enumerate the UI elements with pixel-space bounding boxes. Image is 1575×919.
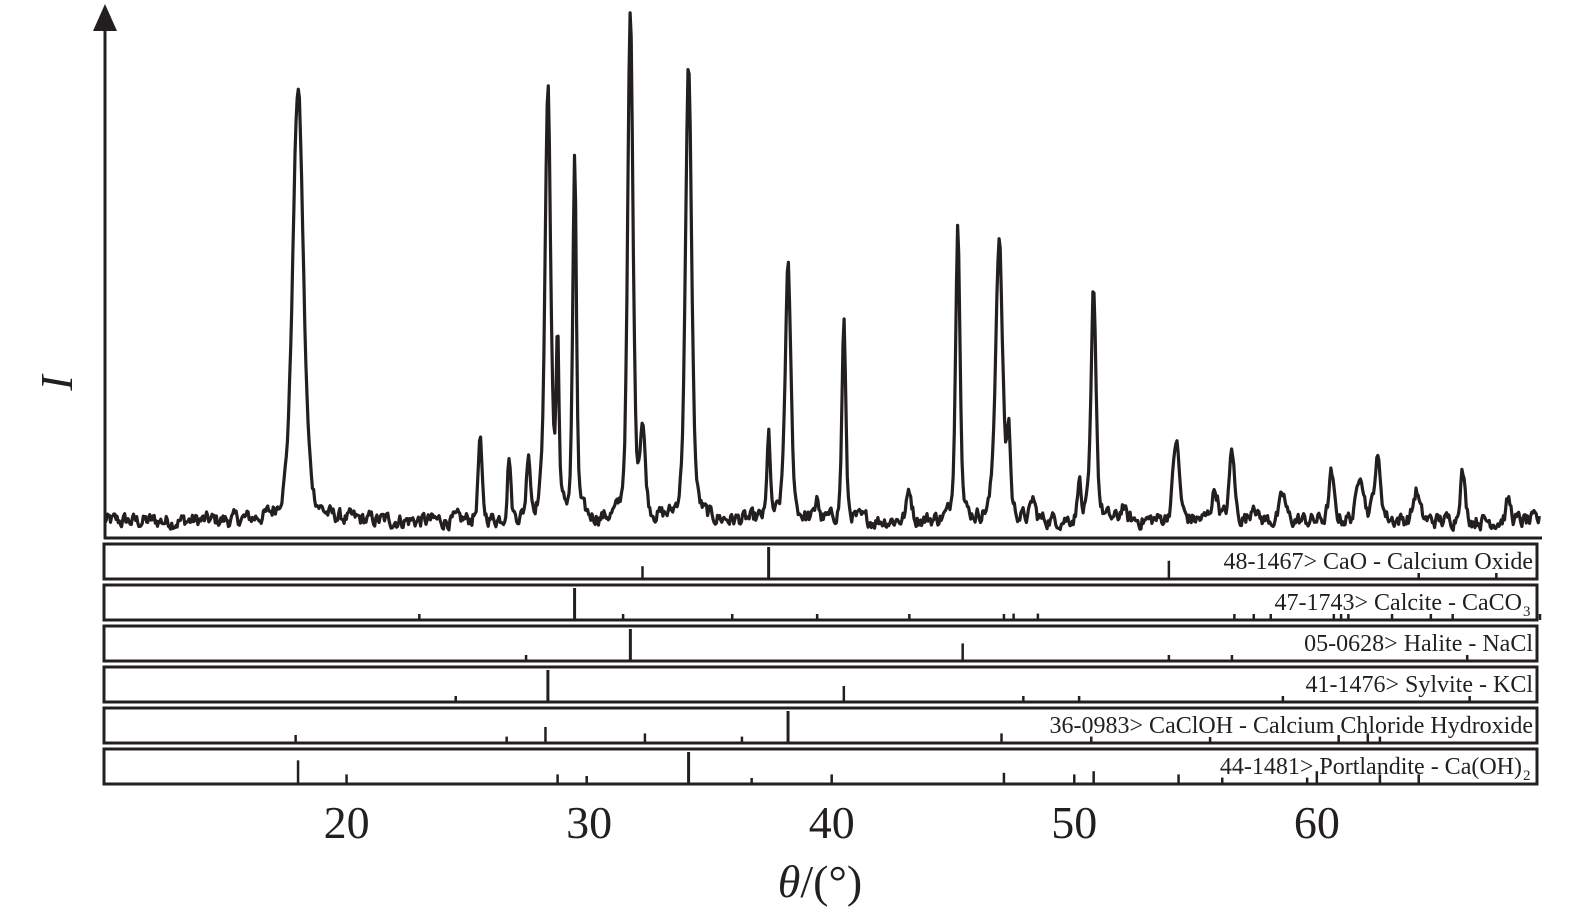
reference-panel-frame <box>102 665 1539 704</box>
reference-panel-frame <box>102 542 1539 581</box>
reference-panel: 47-1743> Calcite - CaCO 3 <box>102 583 1542 622</box>
reference-panel-frame <box>102 747 1539 786</box>
x-axis-label-unit: /(°) <box>800 856 862 907</box>
x-tick-label: 20 <box>324 797 370 848</box>
reference-panel: 36-0983> CaClOH - Calcium Chloride Hydro… <box>102 706 1539 745</box>
y-axis-label: I <box>31 373 82 392</box>
reference-panel: 41-1476> Sylvite - KCl <box>102 665 1539 704</box>
x-axis-label-variable: θ <box>778 856 801 907</box>
reference-panel-frame <box>102 583 1539 622</box>
reference-panel-label-subscript: 3 <box>1523 604 1531 620</box>
diffraction-pattern-line <box>104 11 1541 532</box>
reference-panel-label: 36-0983> CaClOH - Calcium Chloride Hydro… <box>1050 713 1533 739</box>
reference-panel: 44-1481> Portlandite - Ca(OH) 2 <box>102 747 1539 786</box>
reference-panel-label: 41-1476> Sylvite - KCl <box>1305 672 1533 698</box>
reference-panels: 48-1467> CaO - Calcium Oxide 47-1743> Cal… <box>102 542 1542 786</box>
y-axis-arrow-icon <box>93 4 117 31</box>
x-tick-labels: 20 30 40 50 60 <box>324 797 1340 848</box>
reference-panel-label: 47-1743> Calcite - CaCO <box>1275 590 1523 616</box>
reference-panel-label: 05-0628> Halite - NaCl <box>1304 631 1533 657</box>
reference-panel: 05-0628> Halite - NaCl <box>102 624 1539 663</box>
reference-panel: 48-1467> CaO - Calcium Oxide <box>102 542 1539 581</box>
reference-panel-frame <box>102 706 1539 745</box>
reference-panel-label: 48-1467> CaO - Calcium Oxide <box>1224 549 1533 575</box>
x-tick-label: 40 <box>809 797 855 848</box>
reference-panel-label: 44-1481> Portlandite - Ca(OH) <box>1220 754 1522 780</box>
reference-panel-label-subscript: 2 <box>1523 768 1531 784</box>
x-axis-label: θ/(°) <box>778 856 862 907</box>
x-tick-label: 50 <box>1051 797 1097 848</box>
reference-panel-frame <box>102 624 1539 663</box>
x-tick-label: 60 <box>1294 797 1340 848</box>
x-tick-label: 30 <box>566 797 612 848</box>
